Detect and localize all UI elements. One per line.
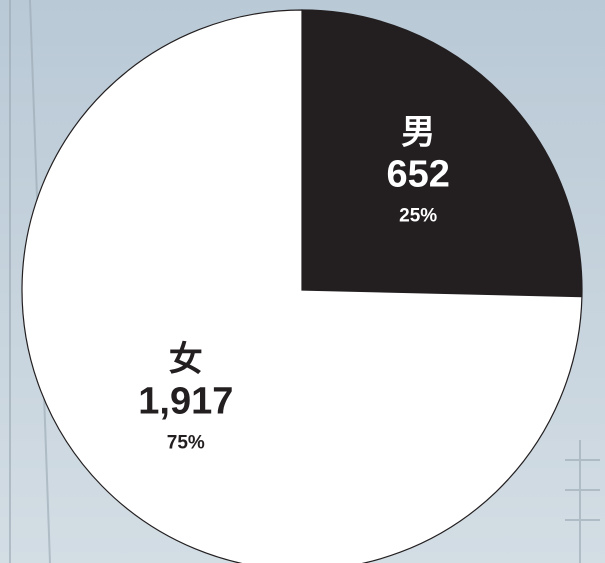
- slice-value-label: 1,917: [138, 380, 233, 422]
- pie-slice: [301, 9, 583, 298]
- slice-category: 男: [401, 114, 435, 152]
- pie-slice: [21, 9, 583, 563]
- slice-value-label: 652: [386, 154, 449, 196]
- slice-percent-label: 25%: [399, 206, 437, 227]
- slice-category: 女: [169, 339, 203, 378]
- slice-percent-label: 75%: [167, 432, 205, 453]
